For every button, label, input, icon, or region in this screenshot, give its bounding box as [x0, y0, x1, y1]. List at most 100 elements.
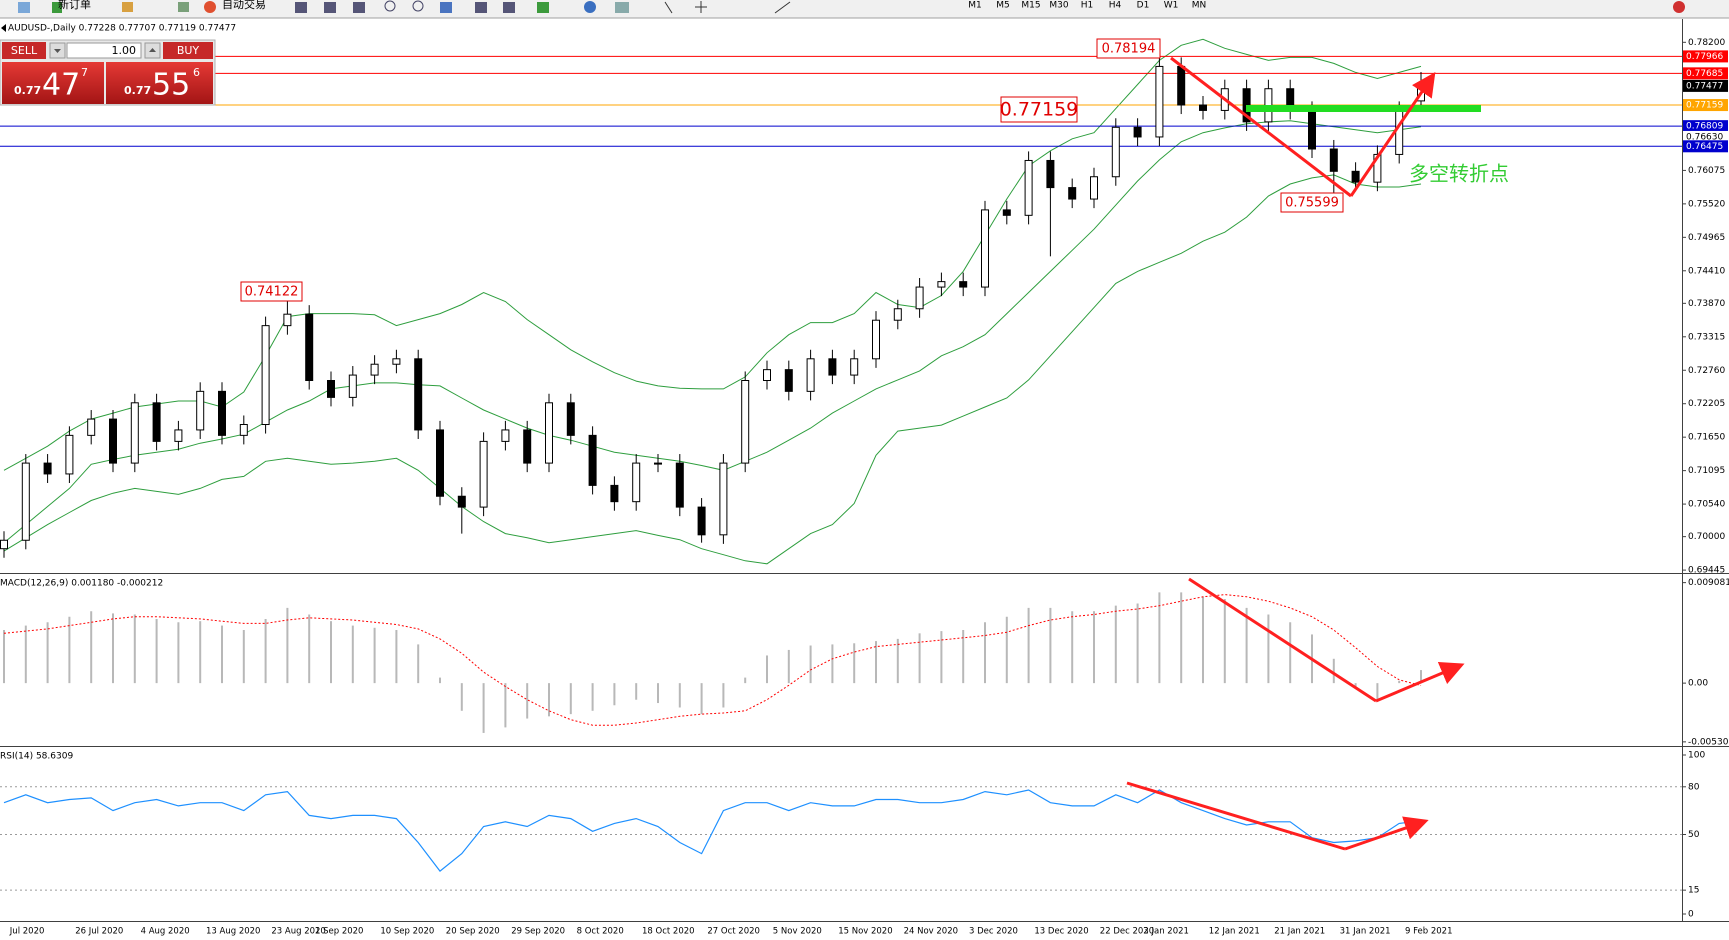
x-tick-label: 1 Sep 2020 [315, 927, 363, 937]
icon[interactable] [615, 2, 629, 13]
price-level-label: 0.77159 [1686, 101, 1723, 111]
timeframes: M1 M5 M15 M30 H1 H4 D1 W1 MN [968, 1, 1206, 11]
x-tick-label: 9 Feb 2021 [1405, 927, 1453, 937]
title-marker [1, 24, 6, 32]
icon[interactable] [584, 1, 596, 13]
rsi-line [3, 789, 1422, 872]
y-tick-label: 0 [1688, 910, 1694, 920]
x-tick-label: 31 Jan 2021 [1340, 927, 1391, 937]
timeframe-button[interactable]: H1 [1081, 1, 1094, 11]
candle-body [959, 281, 968, 288]
x-tick-label: 4 Aug 2020 [141, 927, 190, 937]
candle-body [1177, 65, 1186, 106]
x-tick-label: 3 Jan 2021 [1143, 927, 1189, 937]
y-tick-label: 100 [1688, 751, 1705, 761]
price-level-label-box [1683, 67, 1728, 80]
annotation: 0.74122 [245, 285, 299, 300]
auto-trading[interactable]: 自动交易 [222, 0, 266, 11]
arrow [1349, 72, 1436, 197]
icon[interactable] [503, 2, 515, 13]
candle-body [545, 402, 553, 464]
candle-body [741, 380, 750, 464]
candle-body [501, 429, 510, 442]
candle-body [479, 440, 488, 508]
candle-body [1133, 126, 1142, 138]
icon[interactable] [695, 1, 707, 13]
candle-body [566, 402, 575, 436]
arrow [1170, 56, 1352, 198]
x-tick-label: 23 Aug 2020 [271, 927, 325, 937]
y-tick-label: 0.75520 [1688, 199, 1725, 209]
sell-button[interactable] [2, 42, 46, 59]
candle-body [850, 358, 859, 376]
y-tick-label: 0.78200 [1688, 38, 1725, 48]
sell-price-box[interactable] [2, 62, 104, 104]
icon[interactable] [537, 2, 549, 13]
candle-body [719, 462, 728, 536]
candle-body [87, 418, 96, 436]
buy-button[interactable] [163, 42, 213, 59]
icon[interactable] [440, 2, 452, 13]
sell-label[interactable]: SELL [11, 44, 38, 57]
rsi-plot [0, 786, 1682, 891]
candle-body [261, 325, 270, 426]
icon[interactable] [324, 2, 336, 13]
sell-price-big: 47 [42, 68, 80, 103]
lots-field[interactable] [66, 42, 142, 59]
icon[interactable] [204, 1, 216, 13]
y-tick-label: 0.71650 [1688, 433, 1725, 443]
new-order[interactable]: 新订单 [58, 0, 91, 11]
candle-body [784, 369, 793, 392]
candle-body [1373, 153, 1382, 183]
timeframe-button[interactable]: M30 [1049, 1, 1068, 11]
spinner-arrow [54, 49, 61, 53]
x-tick-label: 13 Aug 2020 [206, 927, 260, 937]
candle-body [1308, 109, 1316, 150]
timeframe-button[interactable]: M15 [1021, 1, 1040, 11]
icon[interactable] [1673, 1, 1685, 13]
timeframe-button[interactable]: MN [1192, 1, 1207, 11]
toolbar-icons [18, 0, 1685, 14]
icon[interactable] [353, 2, 365, 13]
icon[interactable] [52, 2, 62, 13]
icon[interactable] [475, 2, 487, 13]
timeframe-button[interactable]: W1 [1164, 1, 1179, 11]
candle-body [675, 462, 684, 508]
x-tick-label: 10 Sep 2020 [380, 927, 434, 937]
axes: 0.78200 0.76075 0.75520 0.74965 0.74410 0.738… [9, 38, 1729, 937]
icon[interactable] [122, 2, 133, 12]
timeframe-button[interactable]: D1 [1137, 1, 1150, 11]
timeframe-button[interactable]: H4 [1109, 1, 1122, 11]
y-tick-label: 0.73870 [1688, 299, 1725, 309]
icon[interactable] [774, 1, 791, 14]
icon[interactable] [412, 0, 424, 12]
annotation-box [1000, 96, 1078, 123]
candle-body [457, 495, 466, 508]
buy-label[interactable]: BUY [177, 44, 200, 57]
icon[interactable] [384, 0, 396, 12]
candle-body [109, 418, 117, 464]
candle-body [43, 462, 52, 475]
buy-price-box[interactable] [106, 62, 213, 104]
timeframe-button[interactable]: M5 [996, 1, 1010, 11]
arrow [1188, 577, 1377, 703]
buy-price-sup: 6 [193, 66, 200, 79]
candle-body [828, 358, 837, 376]
lots-value[interactable]: 1.00 [112, 44, 137, 57]
icon[interactable] [295, 2, 307, 13]
candle-body [283, 313, 292, 327]
icon[interactable] [178, 2, 189, 12]
timeframe-button[interactable]: M1 [968, 1, 982, 11]
x-tick-label: 21 Jan 2021 [1274, 927, 1325, 937]
icon[interactable] [18, 2, 30, 13]
buy-price-big: 55 [152, 68, 190, 103]
y-tick-label: 0.009081 [1688, 578, 1729, 588]
x-tick-label: 22 Dec 2020 [1100, 927, 1154, 937]
x-tick-label: 12 Jan 2021 [1209, 927, 1260, 937]
candle-body [414, 358, 423, 431]
candle-body [806, 358, 815, 392]
bollinger-lower [3, 174, 1422, 565]
icon[interactable] [664, 1, 673, 14]
macd-plot [3, 592, 1422, 733]
